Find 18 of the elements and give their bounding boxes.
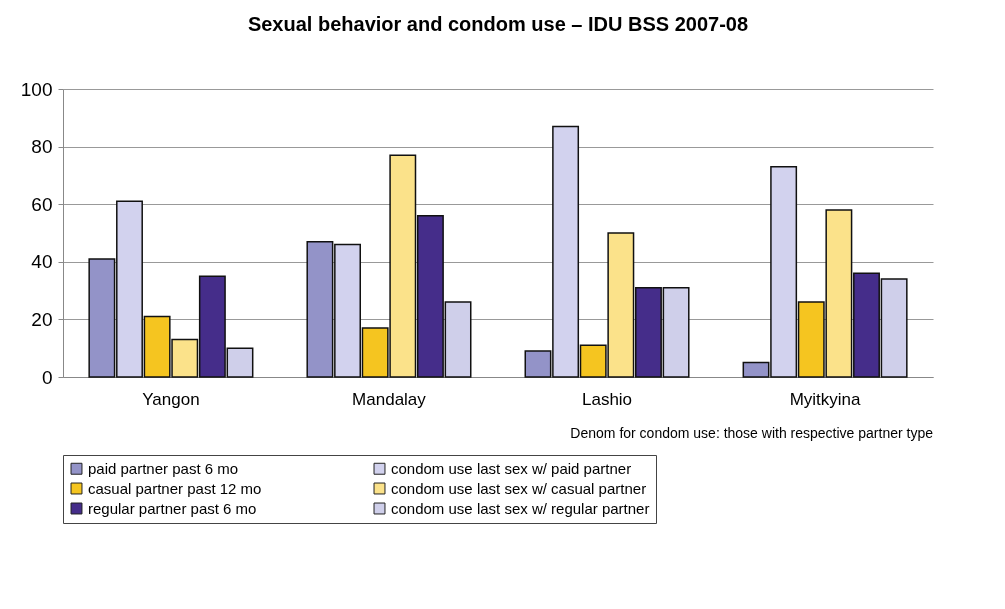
legend-label: paid partner past 6 mo [88, 459, 239, 477]
legend-label: casual partner past 12 mo [88, 479, 262, 497]
x-tick-label: Mandalay [352, 389, 427, 409]
text: Denom for condom use: those with respective partner type [570, 425, 934, 441]
x-tick-label: Yangon [142, 389, 200, 409]
y-tick-label: 100 [20, 78, 53, 100]
chart-title: Sexual behavior and condom use – IDU BSS 2007-08 [247, 13, 749, 35]
y-tick-label: 0 [41, 366, 53, 388]
legend-label: regular partner past 6 mo [88, 499, 257, 517]
y-tick-label: 60 [31, 193, 53, 215]
y-tick-label: 80 [31, 136, 53, 158]
x-tick-label: Lashio [581, 389, 633, 409]
legend-label: condom use last sex w/ casual partner [391, 479, 647, 497]
legend-label: condom use last sex w/ regular partner [391, 499, 650, 517]
legend-label: condom use last sex w/ paid partner [391, 459, 632, 477]
x-tick-label: Myitkyina [789, 389, 862, 409]
y-tick-label: 20 [31, 308, 53, 330]
y-tick-label: 40 [31, 251, 53, 273]
